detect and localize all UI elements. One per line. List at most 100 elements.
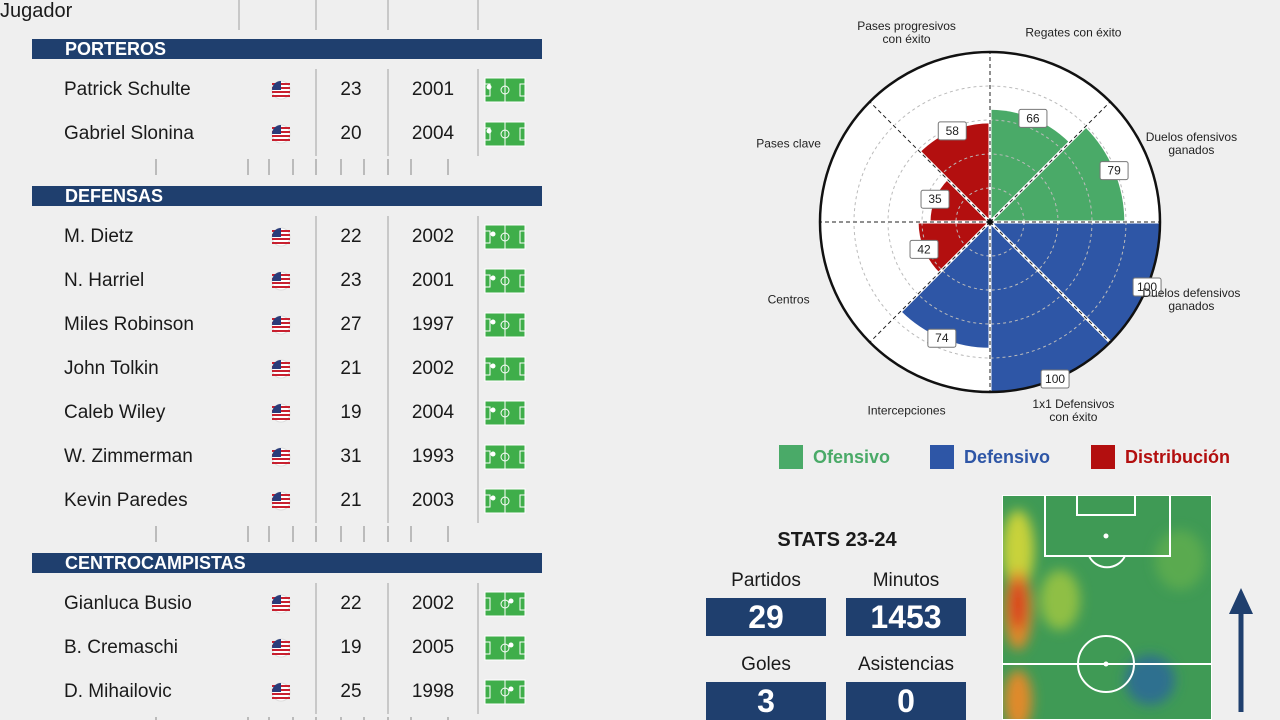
flag-stripe <box>272 370 290 372</box>
separator-tick <box>363 159 365 175</box>
sector-divider <box>869 101 991 223</box>
player-born: 2005 <box>411 637 455 658</box>
column-divider <box>387 583 389 714</box>
stat-label: Asistencias <box>857 654 955 675</box>
stat-value: 29 <box>706 598 826 636</box>
category-label: 1x1 Defensivos con éxito <box>1032 397 1115 425</box>
position-icon <box>484 356 526 382</box>
position-icon <box>484 400 526 426</box>
position-icon <box>484 224 526 250</box>
player-age: 27 <box>340 314 362 335</box>
pitch-box <box>484 685 491 699</box>
flag-stripe <box>272 462 290 464</box>
category-label: Intercepciones <box>867 403 946 418</box>
flag-canton <box>272 360 281 369</box>
section-title: PORTEROS <box>32 39 542 59</box>
flag-stripe <box>272 502 290 504</box>
player-age: 25 <box>340 681 362 702</box>
stat-value: 1453 <box>846 598 966 636</box>
player-age: 23 <box>340 79 362 100</box>
player-age: 23 <box>340 270 362 291</box>
flag-canton <box>272 595 281 604</box>
separator-tick <box>363 717 365 720</box>
column-divider <box>315 216 317 523</box>
position-icon <box>484 635 526 661</box>
value-label-box <box>920 189 950 209</box>
position-icon <box>484 488 526 514</box>
polar-wedge <box>918 222 990 273</box>
pitch-box <box>519 362 526 376</box>
separator-tick <box>410 159 412 175</box>
player-age: 31 <box>340 446 362 467</box>
flag-canton <box>272 683 281 692</box>
pitch-circle <box>500 452 510 462</box>
pitch-box <box>519 597 526 611</box>
player-born: 2003 <box>411 490 455 511</box>
legend-swatch <box>779 445 803 469</box>
direction-arrow <box>1229 588 1253 712</box>
flag-canton <box>272 125 281 134</box>
flag-icon <box>271 594 291 614</box>
sector-divider <box>989 221 1111 343</box>
player-born: 2001 <box>411 270 455 291</box>
position-dot <box>490 363 496 369</box>
pitch-circle <box>500 276 510 286</box>
separator-tick <box>340 717 342 720</box>
column-divider <box>315 69 317 156</box>
pitch-box <box>484 127 491 141</box>
pitch-box <box>519 450 526 464</box>
position-icon <box>484 312 526 338</box>
separator-tick <box>268 717 270 720</box>
position-dot <box>490 231 496 237</box>
pitch-box <box>519 685 526 699</box>
flag-icon <box>271 447 291 467</box>
pitch-box <box>484 83 491 97</box>
legend-label: Defensivo <box>964 447 1051 467</box>
player-name: Patrick Schulte <box>64 79 191 100</box>
separator-tick <box>410 526 412 542</box>
separator-tick <box>292 717 294 720</box>
legend-label: Distribución <box>1125 447 1231 467</box>
flag-stripe <box>272 326 290 328</box>
polar-wedge <box>901 222 990 348</box>
separator-tick <box>447 717 449 720</box>
category-label: Duelos defensivos ganados <box>1142 286 1241 314</box>
value-label: 42 <box>917 242 931 256</box>
pitch-box <box>484 641 491 655</box>
flag-canton <box>272 81 281 90</box>
separator-tick <box>155 159 157 175</box>
flag-stripe <box>272 418 290 420</box>
flag-icon <box>271 315 291 335</box>
position-icon <box>484 679 526 705</box>
pitch-box <box>519 127 526 141</box>
flag-canton <box>272 404 281 413</box>
player-name: Caleb Wiley <box>64 402 166 423</box>
flag-icon <box>271 491 291 511</box>
header-divider <box>387 0 389 30</box>
player-born: 2004 <box>411 123 455 144</box>
column-divider <box>477 69 479 156</box>
category-label: Pases progresivos con éxito <box>857 18 956 46</box>
pitch-box <box>484 450 491 464</box>
separator-tick <box>387 717 389 720</box>
flag-stripe <box>272 286 290 288</box>
category-label: Duelos ofensivos ganados <box>1145 129 1238 157</box>
flag-canton <box>272 492 281 501</box>
pitch-box <box>484 274 491 288</box>
pitch-box <box>484 406 491 420</box>
pitch-circle <box>500 643 510 653</box>
flag-icon <box>271 403 291 423</box>
flag-stripe <box>272 330 290 332</box>
column-divider <box>387 69 389 156</box>
separator-tick <box>340 159 342 175</box>
pitch-box <box>519 494 526 508</box>
flag-stripe <box>272 135 290 137</box>
value-label-box <box>1040 369 1070 389</box>
position-icon <box>484 121 526 147</box>
flag-stripe <box>272 506 290 508</box>
player-born: 2001 <box>411 79 455 100</box>
pitch-box <box>519 641 526 655</box>
stat-label: Partidos <box>731 570 801 591</box>
position-dot <box>490 407 496 413</box>
